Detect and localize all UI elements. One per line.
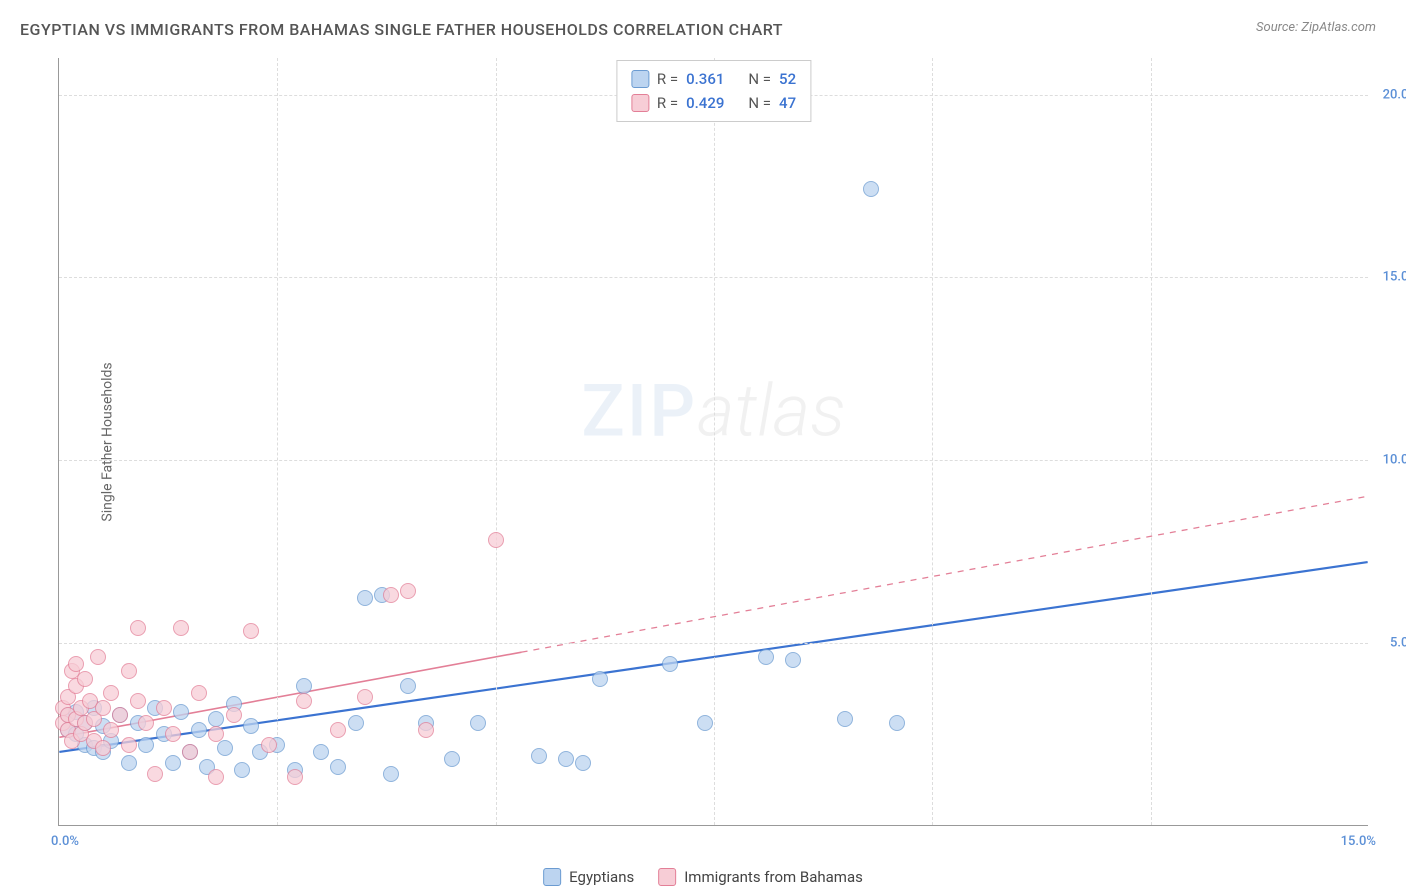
scatter-point (575, 755, 591, 771)
x-gridline (932, 58, 933, 825)
n-value: 52 (779, 67, 796, 91)
scatter-point (296, 693, 312, 709)
stat-row: R = 0.361 N = 52 (631, 67, 796, 91)
scatter-point (208, 769, 224, 785)
scatter-point (208, 711, 224, 727)
scatter-point (90, 649, 106, 665)
scatter-point (348, 715, 364, 731)
x-gridline (277, 58, 278, 825)
scatter-point (138, 715, 154, 731)
scatter-point (121, 663, 137, 679)
scatter-point (130, 693, 146, 709)
scatter-point (837, 711, 853, 727)
chart-container: Single Father Households ZIPatlas R =0.3… (58, 58, 1368, 826)
scatter-point (662, 656, 678, 672)
scatter-point (383, 587, 399, 603)
scatter-point (697, 715, 713, 731)
scatter-point (296, 678, 312, 694)
scatter-point (400, 583, 416, 599)
scatter-point (243, 623, 259, 639)
scatter-point (138, 737, 154, 753)
legend-swatch (543, 868, 561, 886)
scatter-point (77, 671, 93, 687)
legend-item: Egyptians (543, 868, 634, 886)
scatter-point (121, 737, 137, 753)
scatter-point (165, 726, 181, 742)
correlation-stats-box: R = 0.361 N = 52 R = 0.429 N = 47 (616, 60, 811, 122)
plot-area: ZIPatlas R =0.361N =52R =0.429N =47 0.0%… (58, 58, 1368, 826)
scatter-point (147, 766, 163, 782)
scatter-point (121, 755, 137, 771)
scatter-point (785, 652, 801, 668)
scatter-point (173, 704, 189, 720)
series-swatch (631, 94, 649, 112)
scatter-point (531, 748, 547, 764)
scatter-point (226, 707, 242, 723)
scatter-point (889, 715, 905, 731)
r-label: R = (657, 67, 678, 91)
scatter-point (592, 671, 608, 687)
scatter-point (758, 649, 774, 665)
series-swatch (631, 70, 649, 88)
legend-swatch (658, 868, 676, 886)
legend-item: Immigrants from Bahamas (658, 868, 863, 886)
source-attribution: Source: ZipAtlas.com (1256, 20, 1376, 35)
legend: Egyptians Immigrants from Bahamas (543, 868, 863, 886)
scatter-point (261, 737, 277, 753)
scatter-point (95, 700, 111, 716)
scatter-point (313, 744, 329, 760)
stat-row: R = 0.429 N = 47 (631, 91, 796, 115)
trend-line-extrapolated (522, 496, 1368, 652)
scatter-point (156, 700, 172, 716)
chart-title: EGYPTIAN VS IMMIGRANTS FROM BAHAMAS SING… (20, 20, 783, 39)
scatter-point (357, 689, 373, 705)
scatter-point (330, 722, 346, 738)
x-gridline (1151, 58, 1152, 825)
scatter-point (357, 590, 373, 606)
scatter-point (68, 656, 84, 672)
y-tick-label: 20.0% (1383, 87, 1406, 102)
scatter-point (103, 685, 119, 701)
scatter-point (383, 766, 399, 782)
n-label: N = (748, 91, 771, 115)
scatter-point (130, 620, 146, 636)
x-gridline (496, 58, 497, 825)
scatter-point (488, 532, 504, 548)
scatter-point (418, 722, 434, 738)
scatter-point (863, 181, 879, 197)
x-axis-min-label: 0.0% (51, 834, 79, 849)
scatter-point (470, 715, 486, 731)
y-tick-label: 15.0% (1383, 270, 1406, 285)
scatter-point (95, 740, 111, 756)
scatter-point (112, 707, 128, 723)
scatter-point (444, 751, 460, 767)
scatter-point (208, 726, 224, 742)
scatter-point (287, 769, 303, 785)
x-axis-max-label: 15.0% (1341, 834, 1376, 849)
r-label: R = (657, 91, 678, 115)
scatter-point (243, 718, 259, 734)
scatter-point (191, 685, 207, 701)
scatter-point (191, 722, 207, 738)
scatter-point (173, 620, 189, 636)
scatter-point (165, 755, 181, 771)
legend-label: Egyptians (569, 868, 634, 886)
r-value: 0.429 (686, 91, 724, 115)
r-value: 0.361 (686, 67, 724, 91)
n-label: N = (748, 67, 771, 91)
y-tick-label: 5.0% (1390, 636, 1406, 651)
n-value: 47 (779, 91, 796, 115)
scatter-point (217, 740, 233, 756)
scatter-point (330, 759, 346, 775)
y-tick-label: 10.0% (1383, 453, 1406, 468)
scatter-point (103, 722, 119, 738)
scatter-point (234, 762, 250, 778)
x-gridline (714, 58, 715, 825)
scatter-point (400, 678, 416, 694)
scatter-point (558, 751, 574, 767)
scatter-point (182, 744, 198, 760)
legend-label: Immigrants from Bahamas (684, 868, 863, 886)
